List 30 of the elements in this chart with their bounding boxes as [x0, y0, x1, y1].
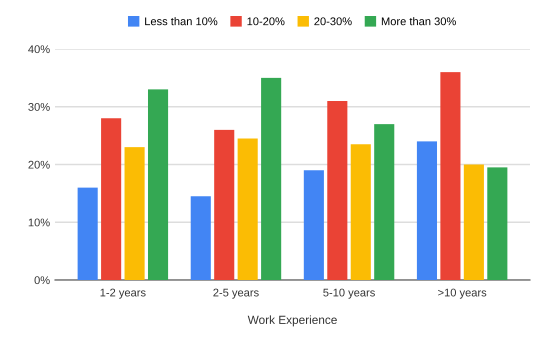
bar: [487, 167, 508, 280]
bar: [238, 138, 258, 280]
bar: [190, 196, 211, 280]
bar: [124, 147, 145, 280]
bar: [350, 144, 371, 280]
x-axis-title: Work Experience: [248, 315, 337, 326]
bar: [304, 170, 324, 280]
bar: [416, 141, 438, 280]
y-tick-label: 20%: [28, 160, 50, 169]
bar: [78, 188, 98, 280]
y-tick-label: 10%: [28, 218, 50, 226]
legend-label: 10-20%: [247, 17, 285, 26]
y-tick-label: 0%: [34, 276, 50, 284]
y-tick-label: 40%: [28, 45, 50, 54]
bar: [440, 72, 460, 280]
x-tick-label: 1-2 years: [100, 288, 146, 299]
legend-label: More than 30%: [382, 17, 456, 26]
bar: [214, 130, 234, 280]
bar: [464, 164, 484, 280]
y-tick-label: 30%: [28, 103, 50, 111]
x-tick-label: >10 years: [438, 288, 486, 299]
bar: [148, 89, 168, 280]
x-tick-label: 2-5 years: [213, 288, 259, 299]
legend-label: Less than 10%: [145, 17, 218, 26]
x-tick-label: 5-10 years: [323, 288, 375, 299]
bar: [327, 100, 348, 280]
bar: [374, 124, 394, 280]
legend-label: 20-30%: [314, 17, 352, 26]
bar: [101, 118, 122, 280]
bar: [261, 78, 282, 280]
